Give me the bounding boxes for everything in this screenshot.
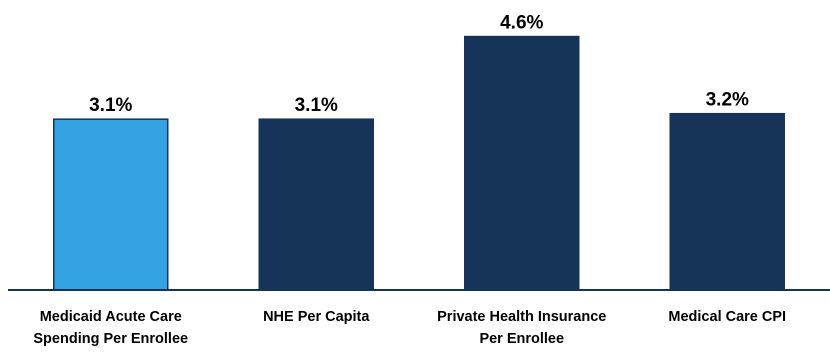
value-label-2: 4.6%: [500, 13, 543, 34]
category-label-line: Medicaid Acute Care: [40, 309, 182, 325]
category-label-3: Medical Care CPI: [668, 309, 786, 325]
category-label-line: Spending Per Enrollee: [33, 331, 188, 347]
bar-1: [258, 118, 374, 291]
category-label-line: Medical Care CPI: [668, 309, 786, 325]
category-label-line: Per Enrollee: [479, 331, 564, 347]
category-label-line: Private Health Insurance: [437, 309, 606, 325]
bar-0: [53, 118, 169, 291]
value-label-0: 3.1%: [89, 95, 132, 116]
bars-group: [53, 35, 785, 291]
value-label-1: 3.1%: [295, 95, 338, 116]
category-label-2: Private Health Insurance Per Enrollee: [437, 309, 606, 347]
category-label-line: NHE Per Capita: [263, 309, 370, 325]
value-labels-group: 3.1% 3.1% 4.6% 3.2%: [89, 13, 749, 117]
bar-2: [464, 35, 580, 291]
bar-3: [669, 112, 785, 291]
category-label-1: NHE Per Capita: [263, 309, 370, 325]
value-label-3: 3.2%: [706, 90, 749, 111]
category-label-0: Medicaid Acute Care Spending Per Enrollee: [33, 309, 188, 347]
category-labels-group: Medicaid Acute Care Spending Per Enrollee…: [33, 309, 786, 347]
